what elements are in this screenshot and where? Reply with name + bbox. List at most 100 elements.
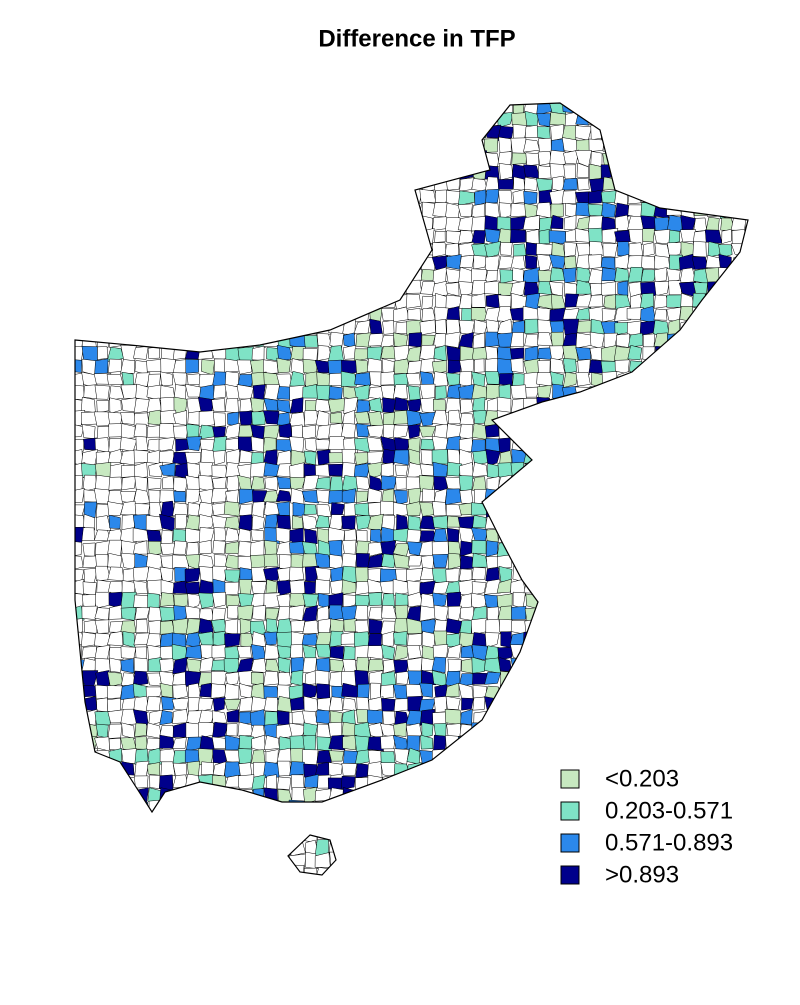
- region: [406, 645, 422, 660]
- region: [421, 773, 436, 789]
- region: [212, 591, 227, 608]
- region: [746, 530, 748, 541]
- region: [627, 579, 642, 597]
- region: [733, 138, 748, 155]
- region: [186, 332, 202, 346]
- region: [472, 515, 487, 529]
- region: [290, 307, 305, 324]
- region: [107, 490, 123, 506]
- region: [355, 103, 372, 116]
- region: [406, 360, 423, 376]
- region: [95, 853, 109, 867]
- region: [316, 176, 332, 193]
- region: [730, 501, 747, 516]
- region: [289, 103, 305, 112]
- region: [75, 202, 82, 216]
- region: [629, 123, 644, 140]
- region: [211, 710, 228, 724]
- region: [421, 308, 436, 322]
- region: [354, 384, 370, 401]
- region: [158, 307, 176, 322]
- region: [718, 450, 735, 466]
- region: [171, 136, 189, 154]
- region: [679, 449, 697, 466]
- region: [188, 110, 202, 128]
- region: [578, 528, 590, 542]
- region: [185, 475, 203, 492]
- region: [591, 435, 605, 453]
- region: [276, 308, 292, 322]
- region: [109, 854, 124, 868]
- region: [343, 113, 358, 128]
- region: [330, 164, 345, 180]
- region: [279, 110, 293, 128]
- region: [743, 747, 748, 764]
- region: [110, 840, 125, 855]
- region: [278, 672, 293, 687]
- region: [720, 868, 735, 875]
- region: [719, 555, 734, 569]
- region: [731, 462, 747, 479]
- region: [472, 422, 489, 440]
- region: [653, 229, 671, 245]
- region: [484, 722, 502, 739]
- region: [654, 281, 670, 297]
- region: [523, 566, 539, 583]
- region: [511, 152, 527, 165]
- region: [732, 631, 748, 647]
- region: [706, 111, 721, 128]
- region: [406, 268, 422, 282]
- region: [75, 854, 85, 868]
- region: [211, 618, 227, 633]
- region: [720, 462, 736, 479]
- region: [483, 712, 501, 725]
- region: [538, 800, 552, 818]
- region: [224, 618, 239, 635]
- region: [656, 711, 670, 726]
- region: [446, 345, 461, 362]
- region: [226, 112, 241, 129]
- region: [236, 320, 254, 335]
- region: [445, 814, 463, 830]
- region: [484, 814, 500, 829]
- region: [562, 749, 579, 765]
- region: [301, 165, 320, 179]
- region: [562, 502, 577, 517]
- region: [537, 721, 553, 739]
- region: [432, 853, 448, 868]
- region: [224, 242, 241, 259]
- region: [407, 150, 424, 165]
- region: [511, 828, 528, 842]
- region: [628, 461, 642, 477]
- region: [654, 399, 671, 412]
- region: [120, 552, 137, 570]
- region: [132, 670, 149, 687]
- region: [133, 775, 149, 789]
- region: [680, 502, 696, 517]
- region: [499, 827, 513, 841]
- region: [730, 774, 746, 791]
- region: [600, 257, 616, 270]
- region: [146, 333, 162, 349]
- region: [107, 865, 123, 875]
- region: [627, 685, 642, 697]
- region: [278, 240, 291, 256]
- region: [681, 579, 695, 594]
- region: [94, 619, 110, 634]
- region: [83, 866, 96, 875]
- region: [316, 723, 331, 739]
- region: [705, 152, 720, 167]
- region: [444, 217, 461, 232]
- region: [548, 643, 564, 662]
- region: [694, 645, 708, 661]
- region: [548, 513, 567, 530]
- region: [327, 359, 343, 375]
- region: [250, 124, 267, 141]
- region: [536, 579, 552, 596]
- region: [497, 554, 513, 569]
- region: [640, 647, 655, 661]
- region: [224, 581, 240, 596]
- region: [250, 397, 265, 413]
- region: [393, 111, 409, 126]
- region: [563, 528, 578, 544]
